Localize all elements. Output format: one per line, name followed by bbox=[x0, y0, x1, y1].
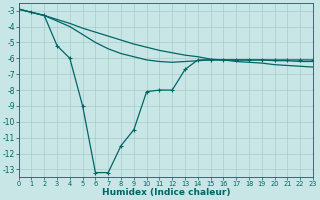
X-axis label: Humidex (Indice chaleur): Humidex (Indice chaleur) bbox=[101, 188, 230, 197]
